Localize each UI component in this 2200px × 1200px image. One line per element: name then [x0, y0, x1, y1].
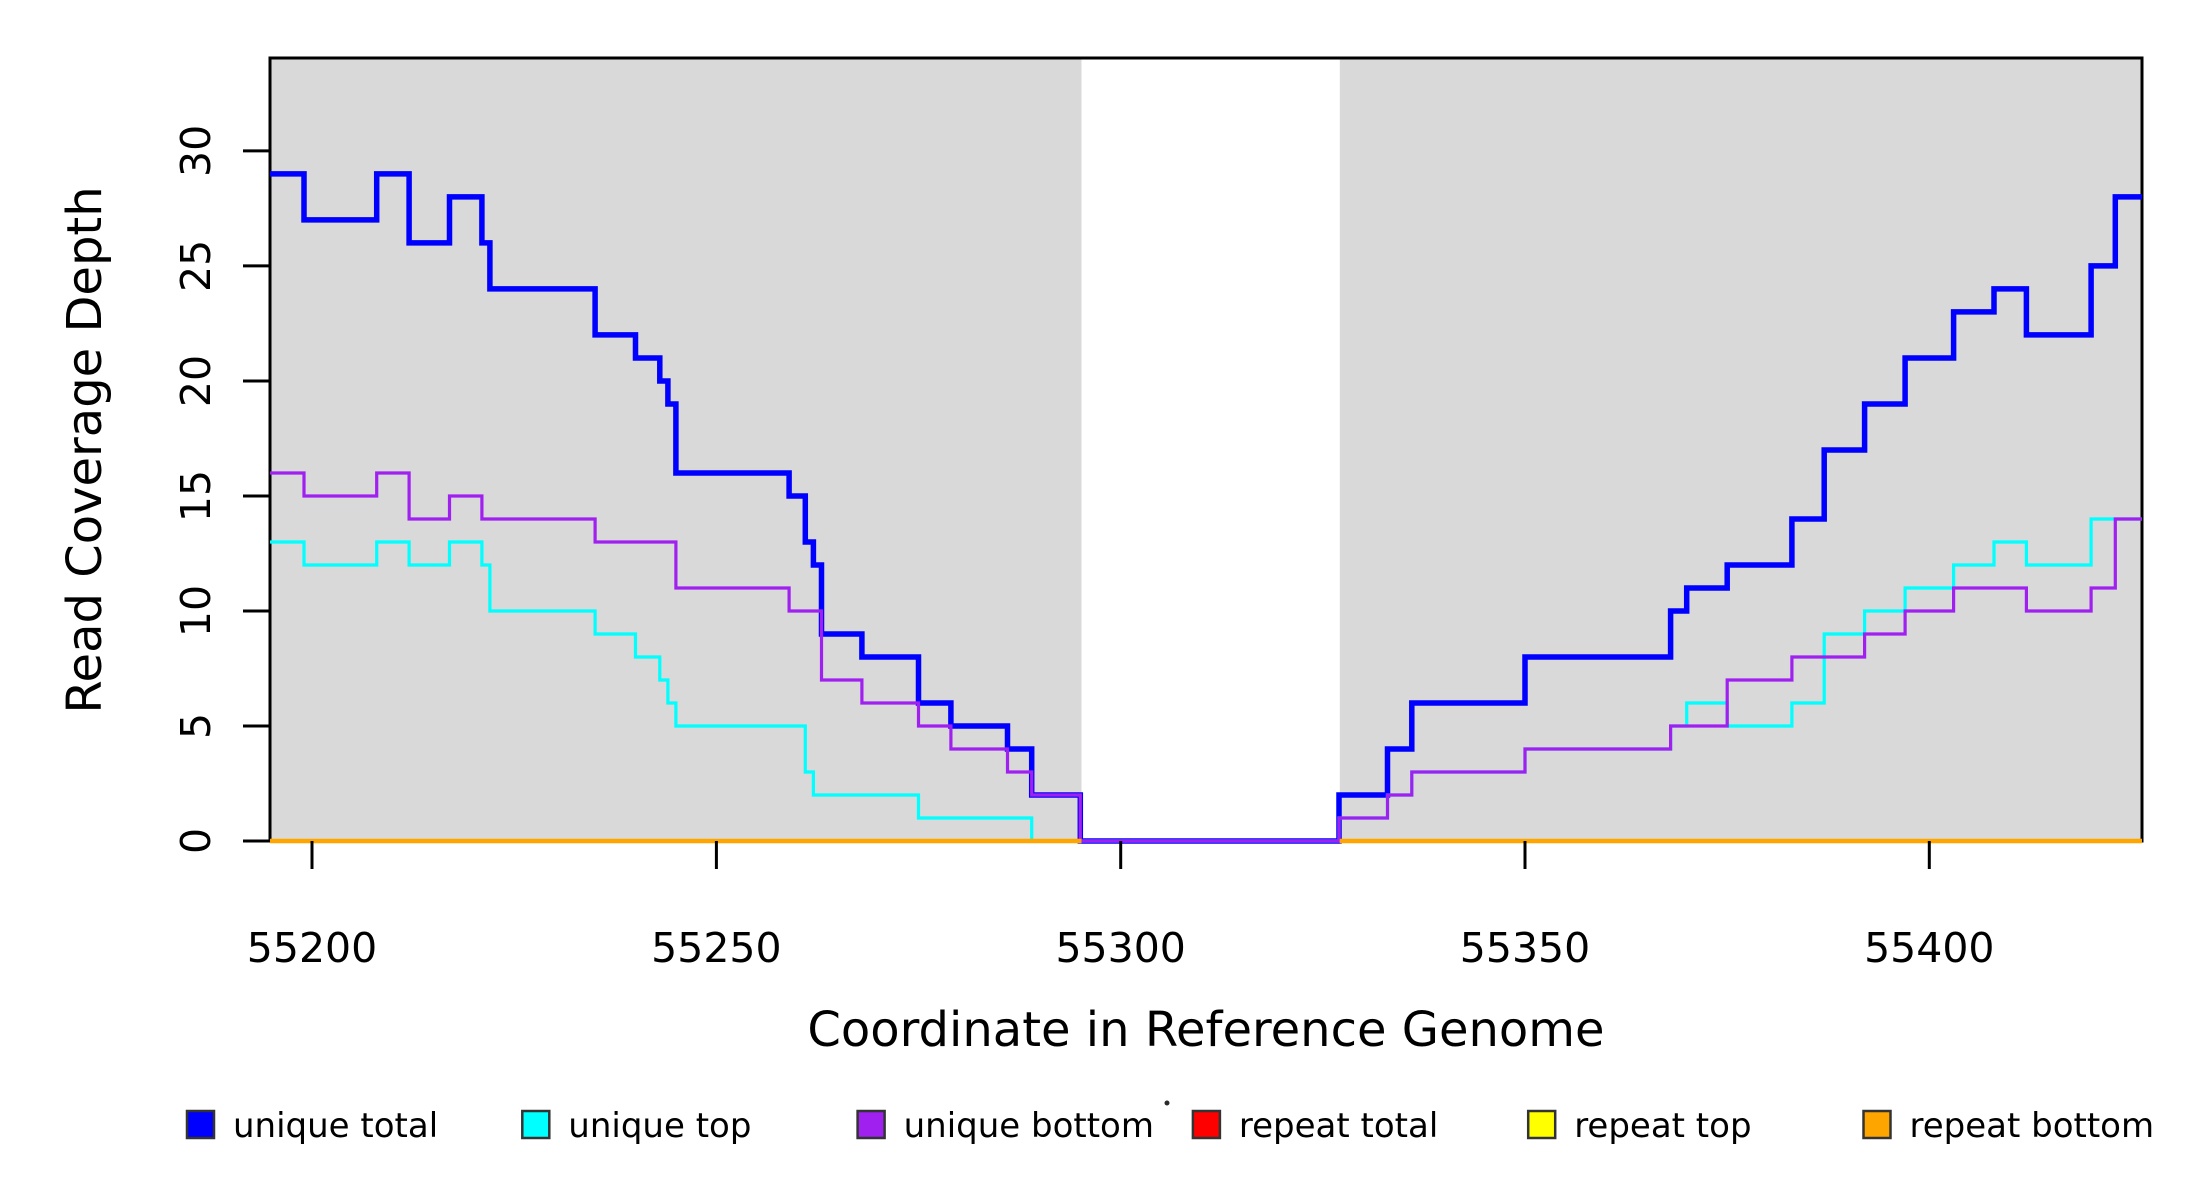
legend: unique total unique top unique bottom repea… — [185, 1100, 2155, 1146]
legend-label-unique-total: unique total — [233, 1106, 438, 1146]
shaded-region — [1339, 58, 2142, 841]
stray-mark-dot — [1164, 1100, 1170, 1106]
x-tick-label: 55200 — [247, 924, 377, 972]
y-axis-title: Read Coverage Depth — [57, 186, 113, 713]
legend-swatch-repeat-top — [1526, 1109, 1557, 1140]
x-tick-label: 55300 — [1055, 924, 1185, 972]
y-tick-label: 25 — [172, 240, 220, 292]
legend-label-unique-top: unique top — [568, 1106, 751, 1146]
plot-area: 55200 55250 55300 55350 55400 0 5 10 15 20 25 30 — [172, 56, 2144, 972]
x-tick-label: 55350 — [1460, 924, 1590, 972]
legend-swatch-repeat-total — [1191, 1109, 1222, 1140]
series-line-unique-total — [270, 171, 2142, 844]
legend-label-repeat-total: repeat total — [1239, 1106, 1438, 1146]
y-tick-label: 30 — [172, 125, 220, 177]
x-tick-label: 55400 — [1864, 924, 1994, 972]
legend-label-repeat-bottom: repeat bottom — [1910, 1106, 2155, 1146]
y-tick-label: 5 — [172, 713, 220, 739]
legend-label-repeat-top: repeat top — [1574, 1106, 1751, 1146]
series-line-unique-bottom — [270, 471, 2142, 843]
x-tick-label: 55250 — [651, 924, 781, 972]
y-tick-label: 20 — [172, 355, 220, 407]
y-tick-label: 15 — [172, 470, 220, 522]
y-tick-label: 10 — [172, 585, 220, 637]
legend-swatch-unique-top — [521, 1109, 551, 1140]
legend-swatch-repeat-bottom — [1862, 1109, 1892, 1140]
legend-swatch-unique-total — [185, 1109, 216, 1140]
legend-label-unique-bottom: unique bottom — [904, 1106, 1154, 1146]
legend-swatch-unique-bottom — [856, 1109, 886, 1140]
x-axis-title: Coordinate in Reference Genome — [807, 1002, 1604, 1058]
y-tick-label: 0 — [172, 828, 220, 854]
